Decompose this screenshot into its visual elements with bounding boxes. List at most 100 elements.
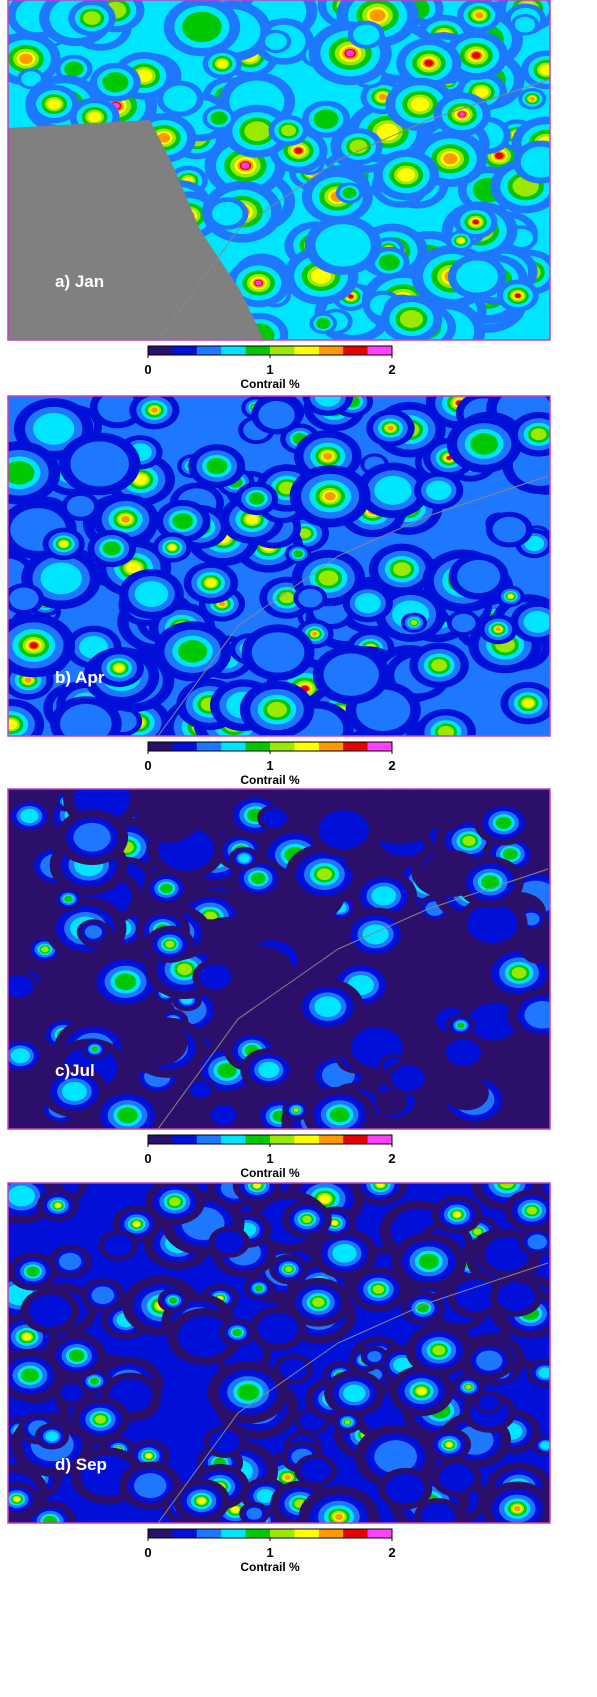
contour xyxy=(214,1231,244,1254)
map xyxy=(0,1155,573,1548)
contour xyxy=(55,1203,61,1207)
page: a) Jan012Contrail %b) Apr012Contrail %c)… xyxy=(0,0,597,1697)
colorbar-segment xyxy=(221,1529,246,1538)
contour xyxy=(135,581,169,607)
colorbar-segment xyxy=(343,1135,368,1144)
colorbar-segment xyxy=(148,1529,173,1538)
contour xyxy=(29,1294,71,1327)
contour xyxy=(265,33,287,50)
colorbar-tick-label: 2 xyxy=(388,1545,395,1560)
colorbar-segment xyxy=(172,1135,197,1144)
contour xyxy=(231,1507,239,1513)
contour xyxy=(386,1474,425,1504)
contour xyxy=(342,187,356,198)
contour xyxy=(463,836,476,846)
map xyxy=(0,0,582,362)
colorbar-segment xyxy=(270,742,295,751)
contour xyxy=(293,1108,298,1112)
contour xyxy=(391,1065,425,1091)
contour xyxy=(504,1053,538,1079)
contour xyxy=(73,823,110,852)
contour xyxy=(258,401,294,429)
contour xyxy=(258,1313,299,1345)
contour xyxy=(446,1039,481,1066)
contour xyxy=(479,1395,499,1411)
colorbar-label: Contrail % xyxy=(240,773,300,787)
contour xyxy=(237,1384,259,1401)
contour xyxy=(496,627,501,631)
contour xyxy=(209,1430,239,1453)
contour xyxy=(476,1350,502,1370)
colorbar-tick-label: 1 xyxy=(266,362,273,377)
panel-label: b) Apr xyxy=(55,668,105,687)
contour xyxy=(14,1497,20,1502)
colorbar-tick-label: 1 xyxy=(266,1151,273,1166)
contour xyxy=(9,587,38,610)
contour xyxy=(279,592,294,603)
contour xyxy=(64,896,72,903)
contour xyxy=(102,72,128,92)
contour xyxy=(424,60,433,67)
contour xyxy=(315,224,370,267)
contour xyxy=(431,659,447,671)
colorbar-tick-label: 0 xyxy=(144,1545,151,1560)
panel-label: a) Jan xyxy=(55,272,104,291)
contour xyxy=(182,12,222,43)
colorbar-segment xyxy=(270,1529,295,1538)
contour xyxy=(267,702,287,717)
contour xyxy=(387,426,394,431)
contour xyxy=(114,664,124,671)
contour xyxy=(46,1431,59,1441)
map xyxy=(0,769,579,1152)
contour xyxy=(251,873,266,884)
contour xyxy=(5,719,18,729)
contour xyxy=(160,884,173,894)
contour xyxy=(472,52,481,59)
contour xyxy=(60,704,112,744)
colorbar-segment xyxy=(368,1529,393,1538)
contour xyxy=(62,1082,87,1101)
colorbar-segment xyxy=(270,1135,295,1144)
contour xyxy=(379,254,400,270)
colorbar-tick-label: 2 xyxy=(388,362,395,377)
contour xyxy=(522,940,552,963)
contour xyxy=(21,1368,39,1382)
contour xyxy=(457,560,500,593)
contour xyxy=(95,1415,106,1424)
contour xyxy=(376,1091,407,1115)
contour xyxy=(252,632,305,672)
contour xyxy=(343,1385,366,1402)
contour xyxy=(312,1298,324,1307)
contour xyxy=(255,281,261,286)
contour xyxy=(206,458,227,474)
contour xyxy=(43,1516,57,1527)
contour xyxy=(524,611,552,633)
contour xyxy=(332,1244,356,1263)
contour xyxy=(514,1506,521,1511)
contour xyxy=(173,513,194,529)
colorbar-segment xyxy=(343,1529,368,1538)
contour xyxy=(457,238,464,243)
contour xyxy=(512,967,527,978)
contour xyxy=(335,1514,343,1520)
contour xyxy=(60,541,68,547)
contour xyxy=(324,492,335,501)
colorbar-segment xyxy=(221,742,246,751)
colorbar-segment xyxy=(368,1135,393,1144)
colorbar-segment xyxy=(172,1529,197,1538)
contour xyxy=(363,924,389,944)
contour xyxy=(239,854,250,863)
colorbar-segment xyxy=(246,346,271,355)
colorbar-segment xyxy=(368,346,393,355)
contour xyxy=(515,17,535,33)
colorbar-segment xyxy=(270,346,295,355)
panel-label: c)Jul xyxy=(55,1061,95,1080)
contour xyxy=(103,542,121,556)
figure: a) Jan012Contrail %b) Apr012Contrail %c)… xyxy=(0,0,597,1697)
contour xyxy=(446,1442,452,1447)
panel-label: d) Sep xyxy=(55,1455,107,1474)
contour xyxy=(258,1062,279,1078)
contour xyxy=(370,9,386,21)
contour xyxy=(255,1285,263,1291)
contour xyxy=(246,1508,262,1520)
